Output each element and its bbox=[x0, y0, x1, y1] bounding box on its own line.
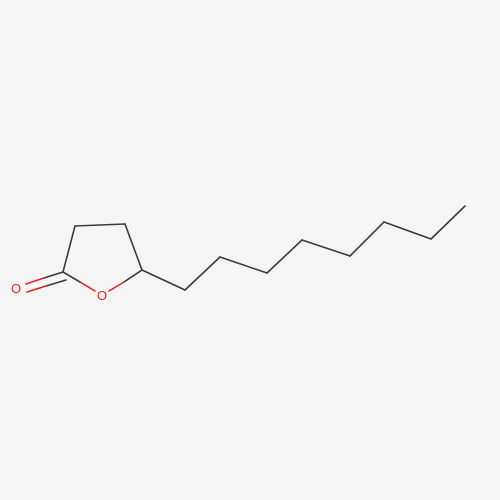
chain-bond-1 bbox=[141, 269, 186, 291]
chain-bond-3 bbox=[219, 256, 268, 274]
bond-c2-o-double-2-carbon bbox=[45, 279, 67, 287]
chain-bond-6 bbox=[349, 221, 385, 257]
bond-o1-c2-carbon-half bbox=[62, 271, 81, 283]
bond-o1-c2-oxygen-half bbox=[79, 281, 96, 292]
bond-c4-c5 bbox=[124, 223, 143, 271]
chain-bond-2 bbox=[184, 256, 221, 291]
bond-c2-o-double-1-carbon bbox=[43, 271, 64, 279]
bond-c5-o1-carbon-half bbox=[123, 269, 143, 283]
carbonyl-oxygen-label: O bbox=[11, 281, 21, 296]
chain-bond-4 bbox=[266, 239, 303, 274]
bond-c2-c3 bbox=[62, 225, 76, 273]
chain-bond-8 bbox=[430, 205, 466, 240]
bond-c3-c4 bbox=[74, 223, 126, 227]
chain-bond-7 bbox=[383, 221, 432, 240]
bond-c2-o-double-1-oxygen bbox=[25, 277, 45, 285]
chain-bond-5 bbox=[301, 239, 351, 257]
bond-c5-o1-oxygen-half bbox=[108, 281, 125, 292]
ring-oxygen-label: O bbox=[97, 288, 107, 303]
bond-c2-o-double-2-oxygen bbox=[26, 285, 47, 293]
